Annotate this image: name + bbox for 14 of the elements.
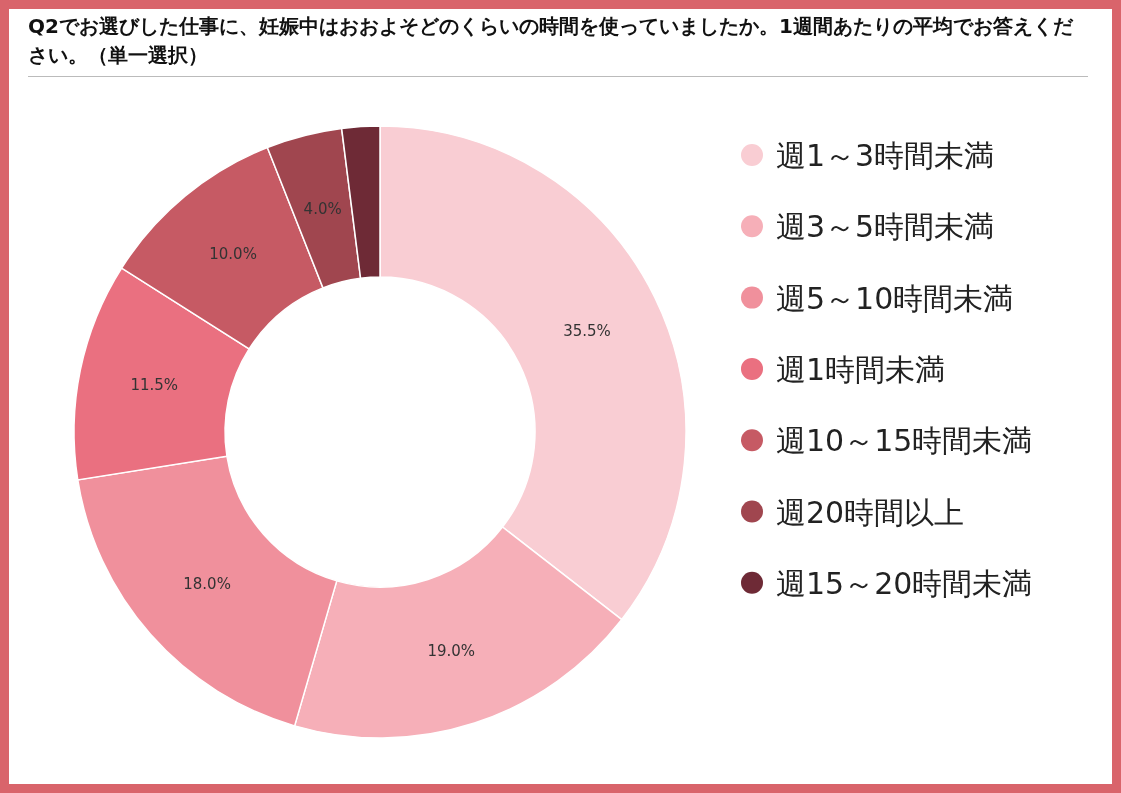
- data-label: 35.5%: [563, 321, 611, 340]
- chart-title: Q2でお選びした仕事に、妊娠中はおおよそどのくらいの時間を使っていましたか。1週間あたりの平均でお答えください。（単一選択）: [28, 12, 1088, 77]
- legend-label: 週20時間以上: [776, 494, 965, 530]
- legend-label: 週1～3時間未満: [776, 138, 995, 173]
- legend-label: 週15～20時間未満: [776, 565, 1033, 601]
- data-label: 10.0%: [209, 245, 257, 264]
- legend-label: 週5～10時間未満: [776, 280, 1014, 316]
- legend-label: 週1時間未満: [776, 351, 946, 387]
- legend-label: 週10～15時間未満: [776, 423, 1033, 459]
- data-label: 11.5%: [130, 376, 179, 395]
- data-label: 19.0%: [427, 642, 476, 661]
- legend-label: 週3～5時間未満: [776, 209, 995, 245]
- data-label: 18.0%: [183, 575, 231, 594]
- data-label: 4.0%: [303, 199, 342, 218]
